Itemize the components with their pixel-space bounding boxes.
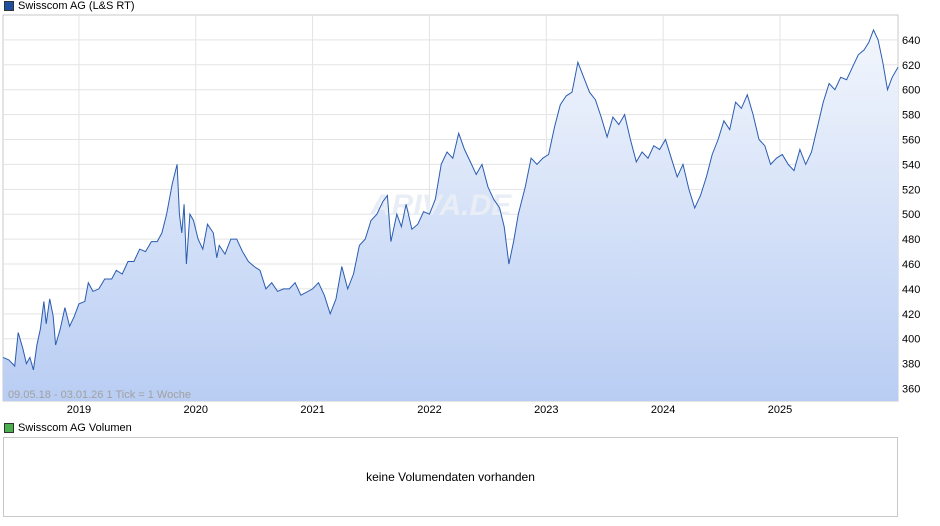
volume-panel: keine Volumendaten vorhanden [3, 437, 898, 517]
y-tick-label: 620 [902, 60, 920, 72]
watermark: ARIVA.DE [369, 189, 512, 222]
x-tick-label: 2019 [67, 404, 91, 416]
price-legend-label: Swisscom AG (L&S RT) [18, 0, 135, 12]
y-tick-label: 460 [902, 259, 920, 271]
price-legend-swatch [4, 1, 14, 11]
y-axis: 360 380 400 420 440 460 480 500 520 540 560 580 600 6… [902, 35, 920, 396]
y-tick-label: 580 [902, 110, 920, 122]
y-tick-label: 500 [902, 209, 920, 221]
price-line [2, 28, 899, 371]
volume-legend-swatch [4, 423, 14, 433]
x-tick-label: 2023 [534, 404, 558, 416]
volume-legend-label: Swisscom AG Volumen [18, 422, 132, 434]
volume-legend: Swisscom AG Volumen [4, 422, 132, 434]
y-tick-label: 540 [902, 159, 920, 171]
y-tick-label: 560 [902, 135, 920, 147]
y-tick-label: 360 [902, 384, 920, 396]
x-tick-label: 2025 [768, 404, 792, 416]
price-legend: Swisscom AG (L&S RT) [4, 0, 135, 12]
price-chart: ARIVA.DE 360 380 400 420 440 460 480 500 520 540 5… [2, 14, 920, 416]
x-tick-label: 2021 [300, 404, 324, 416]
y-tick-label: 600 [902, 85, 920, 97]
y-tick-label: 400 [902, 334, 920, 346]
volume-message: keine Volumendaten vorhanden [366, 470, 535, 484]
x-axis: 2019 2020 2021 2022 2023 2024 2025 [67, 404, 793, 416]
y-tick-label: 380 [902, 359, 920, 371]
x-tick-label: 2024 [651, 404, 675, 416]
y-tick-label: 440 [902, 284, 920, 296]
y-tick-label: 640 [902, 35, 920, 47]
x-tick-label: 2020 [184, 404, 208, 416]
x-tick-label: 2022 [417, 404, 441, 416]
range-info: 09.05.18 - 03.01.26 1 Tick = 1 Woche [8, 389, 191, 401]
y-tick-label: 480 [902, 234, 920, 246]
y-tick-label: 420 [902, 309, 920, 321]
y-tick-label: 520 [902, 184, 920, 196]
price-area [3, 29, 898, 402]
